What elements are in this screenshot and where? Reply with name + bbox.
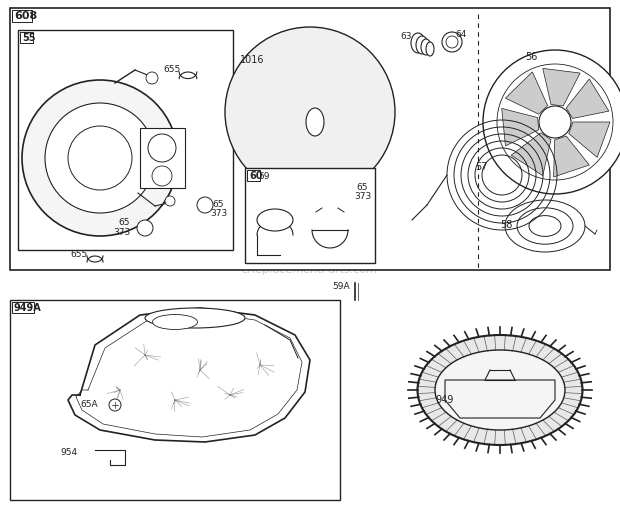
Text: 57: 57: [475, 162, 487, 172]
Circle shape: [197, 197, 213, 213]
Ellipse shape: [417, 335, 583, 445]
Ellipse shape: [426, 42, 434, 56]
Bar: [18, 30, 233, 250]
Ellipse shape: [153, 315, 198, 329]
Text: 60: 60: [249, 171, 262, 181]
Circle shape: [165, 196, 175, 206]
Text: 655: 655: [70, 250, 87, 259]
Ellipse shape: [145, 308, 245, 328]
Circle shape: [68, 126, 132, 190]
Text: 65: 65: [356, 183, 368, 192]
Text: 954: 954: [60, 448, 77, 457]
Bar: [12, 10, 32, 22]
Ellipse shape: [257, 209, 293, 231]
Ellipse shape: [306, 108, 324, 136]
Text: 65: 65: [212, 200, 223, 209]
Text: 949A: 949A: [14, 303, 42, 313]
Circle shape: [342, 182, 358, 198]
Circle shape: [225, 27, 395, 197]
Text: 373: 373: [210, 209, 228, 218]
Circle shape: [146, 72, 158, 84]
Bar: [20, 32, 33, 43]
Circle shape: [483, 50, 620, 194]
Text: 1016: 1016: [240, 55, 265, 65]
Bar: [12, 302, 34, 313]
Text: 59A: 59A: [332, 282, 350, 291]
Circle shape: [446, 36, 458, 48]
Text: 59: 59: [258, 172, 270, 181]
Ellipse shape: [435, 350, 565, 430]
Circle shape: [22, 80, 178, 236]
Polygon shape: [511, 133, 551, 176]
Circle shape: [109, 399, 121, 411]
Ellipse shape: [411, 33, 425, 53]
Text: 55: 55: [22, 33, 35, 43]
Text: 373: 373: [354, 192, 371, 201]
Polygon shape: [542, 68, 580, 106]
Circle shape: [152, 166, 172, 186]
Bar: [10, 8, 610, 270]
Bar: [140, 128, 185, 188]
Text: 65: 65: [118, 218, 130, 227]
Text: 63: 63: [400, 32, 412, 41]
Circle shape: [442, 32, 462, 52]
Text: 608: 608: [14, 11, 37, 21]
Bar: [10, 300, 340, 500]
Ellipse shape: [421, 39, 431, 55]
Text: 373: 373: [113, 228, 130, 237]
Circle shape: [148, 134, 176, 162]
Polygon shape: [554, 136, 589, 177]
Bar: [247, 170, 260, 181]
Polygon shape: [566, 79, 609, 119]
Text: 949: 949: [435, 395, 453, 405]
Text: 56: 56: [525, 52, 538, 62]
Polygon shape: [502, 108, 539, 146]
Circle shape: [497, 64, 613, 180]
Polygon shape: [505, 72, 547, 114]
Ellipse shape: [416, 36, 428, 54]
Text: 65A: 65A: [80, 400, 97, 409]
Text: eReplacementParts.com: eReplacementParts.com: [242, 265, 378, 275]
Circle shape: [539, 106, 571, 138]
Text: 58: 58: [500, 220, 512, 230]
Bar: [245, 168, 375, 263]
Polygon shape: [445, 380, 555, 418]
Polygon shape: [569, 122, 610, 157]
Text: 64: 64: [455, 30, 466, 39]
Text: 655: 655: [163, 65, 180, 74]
Circle shape: [45, 103, 155, 213]
Circle shape: [137, 220, 153, 236]
